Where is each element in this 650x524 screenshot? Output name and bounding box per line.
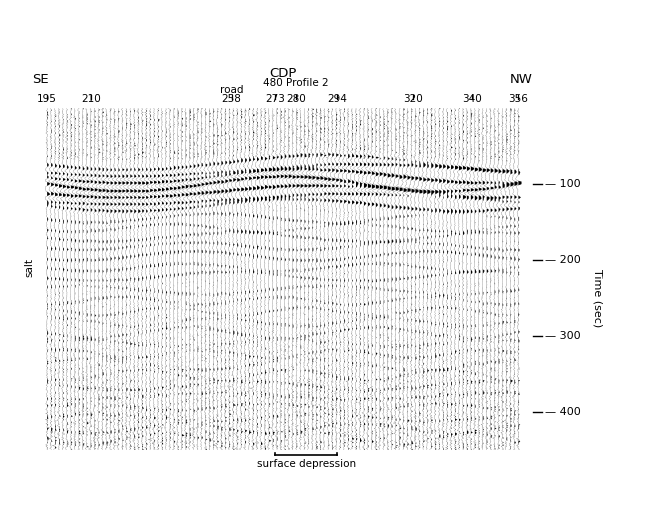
Text: 340: 340: [462, 94, 482, 104]
Text: 320: 320: [403, 94, 423, 104]
Text: — 400: — 400: [545, 407, 580, 417]
Text: CDP: CDP: [269, 67, 296, 80]
Text: surface depression: surface depression: [257, 459, 356, 469]
Text: road: road: [220, 85, 243, 95]
Text: 356: 356: [508, 94, 528, 104]
Text: 480 Profile 2: 480 Profile 2: [263, 78, 329, 88]
Text: 258: 258: [222, 94, 241, 104]
Text: Time (sec): Time (sec): [592, 269, 603, 327]
Text: 195: 195: [37, 94, 57, 104]
Text: NW: NW: [510, 73, 533, 86]
Text: — 300: — 300: [545, 331, 580, 341]
Text: salt: salt: [25, 258, 34, 277]
Text: 280: 280: [286, 94, 306, 104]
Text: 273: 273: [265, 94, 285, 104]
Text: SE: SE: [32, 73, 49, 86]
Text: — 200: — 200: [545, 255, 580, 265]
Text: 294: 294: [327, 94, 347, 104]
Text: — 100: — 100: [545, 179, 580, 189]
Text: 210: 210: [81, 94, 101, 104]
